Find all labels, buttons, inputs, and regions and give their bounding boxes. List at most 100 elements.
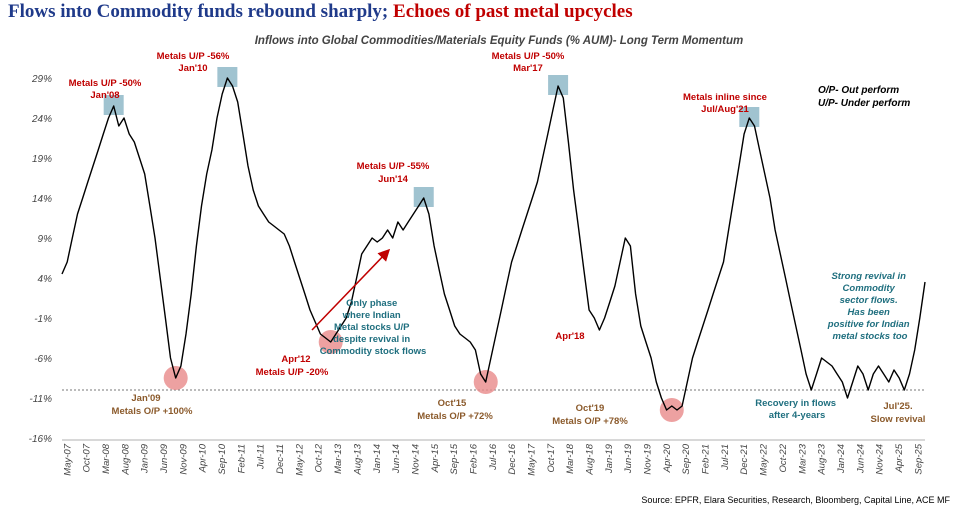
legend-underperform: U/P- Under perform (818, 98, 910, 109)
peak-highlight-box (103, 95, 124, 115)
annotation-jan09-line1: Jan'09 (131, 393, 160, 404)
x-tick-label: Mar-13 (333, 443, 344, 474)
x-tick-label: Mar-18 (565, 443, 576, 474)
x-tick-label: Mar-23 (797, 443, 808, 474)
x-tick-label: Jul-11 (256, 444, 267, 470)
arrow-apr12-to-jun14 (311, 248, 391, 331)
annotation-oct19-line1: Oct'19 (576, 403, 605, 414)
x-tick-label: Jul-21 (720, 444, 731, 471)
x-tick-label: Sep-20 (681, 443, 692, 474)
peak-highlight-box (217, 67, 238, 87)
x-tick-label: Apr-20 (662, 443, 673, 473)
annotation-jul25-line2: Slow revival (871, 414, 926, 425)
x-tick-label: Feb-11 (236, 444, 247, 473)
annotation-only-phase: Only phase where Indian Metal stocks U/P… (320, 298, 427, 357)
y-tick-label: -16% (29, 434, 52, 445)
x-tick-label: Dec-11 (275, 444, 286, 474)
y-tick-label: 29% (31, 74, 52, 85)
x-tick-label: Jun-19 (623, 443, 634, 474)
annotation-oct19-line2: Metals O/P +78% (552, 416, 628, 427)
legend-outperform: O/P- Out perform (818, 85, 899, 96)
annotation-strong-line-1: Strong revival in (831, 271, 906, 282)
x-tick-label: Aug-13 (352, 443, 363, 475)
annotation-apr18-line1: Apr'18 (555, 331, 584, 342)
chart-subtitle: Inflows into Global Commodities/Material… (255, 35, 744, 47)
annotation-apr12-line2: Metals U/P -20% (256, 367, 329, 378)
annotation-only-phase-line-3: Metal stocks U/P (334, 322, 410, 333)
annotation-recovery: Recovery in flows after 4-years (755, 398, 838, 421)
annotation-strong-line-6: metal stocks too (833, 331, 908, 342)
x-tick-label: Apr-15 (430, 443, 441, 473)
annotation-jun14-line2: Jun'14 (378, 174, 408, 185)
headline-part-1: Flows into Commodity funds rebound sharp… (8, 1, 389, 22)
x-tick-label: Aug-18 (585, 443, 596, 475)
chart-headline: Flows into Commodity funds rebound sharp… (8, 1, 633, 23)
y-tick-label: 14% (32, 194, 52, 205)
x-tick-label: Apr-10 (198, 443, 209, 473)
annotation-mar17-line2: Mar'17 (513, 63, 543, 74)
annotation-jan08-line1: Metals U/P -50% (69, 78, 142, 89)
annotation-jun14-line1: Metals U/P -55% (357, 161, 430, 172)
x-tick-label: Oct-17 (546, 443, 557, 472)
headline-part-2: Echoes of past metal upcycles (393, 1, 633, 22)
axis-layer: 29% 24% 19% 14% 9% 4% -1% -6% -11% -16% May-07 Oct-… (29, 74, 925, 476)
y-tick-label: 9% (38, 234, 53, 245)
x-tick-label: May-17 (527, 443, 538, 475)
annotation-jul21-line2: Jul/Aug'21 (701, 104, 749, 115)
x-tick-label: Oct-12 (314, 443, 325, 472)
annotation-oct15-line2: Metals O/P +72% (417, 411, 493, 422)
x-tick-label: Nov-09 (178, 443, 189, 474)
x-tick-label: Mar-08 (101, 443, 112, 474)
x-tick-label: May-12 (294, 443, 305, 475)
chart-source: Source: EPFR, Elara Securities, Research… (641, 495, 950, 505)
x-tick-label: Nov-24 (875, 444, 886, 475)
annotation-only-phase-line-2: where Indian (342, 310, 401, 321)
x-tick-label: Nov-19 (643, 443, 654, 474)
annotation-jul21-line1: Metals inline since (683, 92, 767, 103)
y-tick-label: 4% (38, 274, 53, 285)
y-tick-label: -6% (34, 354, 52, 365)
annotation-apr12-line1: Apr'12 (281, 354, 310, 365)
x-tick-label: Jan-19 (604, 443, 615, 474)
peak-highlight-box (413, 187, 434, 207)
x-tick-label: Jun-14 (391, 444, 402, 474)
annotation-oct15-line1: Oct'15 (438, 398, 467, 409)
x-tick-label: Jul-16 (488, 443, 499, 471)
annotation-jan10-line2: Jan'10 (178, 63, 207, 74)
series-line-flows (61, 77, 926, 411)
x-tick-label: Apr-25 (894, 443, 905, 473)
annotation-strong-line-4: Has been (848, 307, 890, 318)
x-tick-label: Sep-10 (217, 443, 228, 474)
x-tick-label: May-07 (62, 443, 73, 475)
annotation-strong-line-2: Commodity (843, 283, 896, 294)
annotation-strong-line-3: sector flows. (840, 295, 898, 306)
annotation-only-phase-line-5: Commodity stock flows (320, 346, 427, 357)
peak-highlight-box (739, 107, 760, 127)
x-tick-label: Oct-07 (82, 443, 93, 472)
x-tick-label: May-22 (759, 443, 770, 475)
annotation-only-phase-line-1: Only phase (346, 298, 397, 309)
x-tick-label: Jan-09 (140, 443, 151, 474)
x-tick-label: Oct-22 (778, 443, 789, 472)
annotation-mar17-line1: Metals U/P -50% (492, 51, 565, 62)
x-tick-label: Dec-16 (507, 443, 518, 474)
x-tick-label: Jun-24 (855, 444, 866, 474)
y-tick-label: -11% (29, 394, 52, 405)
y-tick-label: 19% (32, 154, 52, 165)
x-tick-label: Jan-24 (836, 444, 847, 474)
x-tick-label: Aug-23 (817, 443, 828, 475)
x-tick-label: Dec-21 (739, 444, 750, 475)
annotation-strong-revival: Strong revival in Commodity sector flows… (827, 271, 912, 342)
x-tick-label: Sep-15 (449, 443, 460, 474)
x-tick-label: Sep-25 (913, 443, 924, 474)
trough-highlight-circle (659, 398, 684, 422)
y-tick-label: 24% (31, 114, 52, 125)
x-tick-label: Jun-09 (159, 443, 170, 474)
annotation-jan09-line2: Metals O/P +100% (112, 406, 193, 417)
annotation-strong-line-5: positive for Indian (827, 319, 910, 330)
annotation-jul25-line1: Jul'25. (883, 401, 912, 412)
peak-highlight-box (548, 75, 569, 95)
x-tick-label: Nov-14 (410, 444, 421, 475)
annotation-only-phase-line-4: despite revival in (333, 334, 410, 345)
